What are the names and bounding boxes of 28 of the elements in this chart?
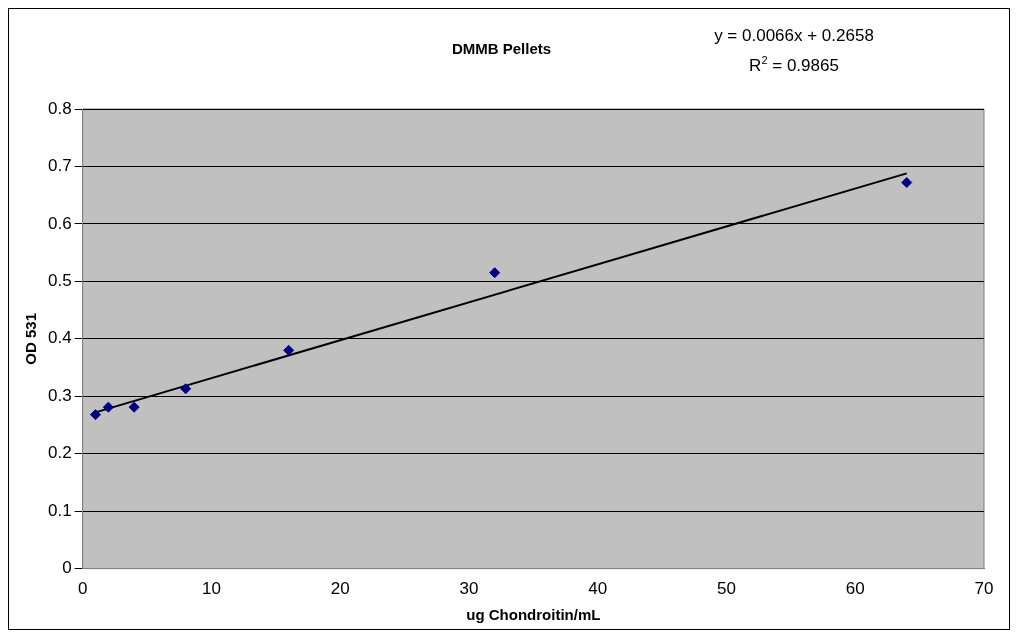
x-tick-label: 40 <box>588 579 608 599</box>
y-tick-label: 0.2 <box>47 443 72 463</box>
y-tick-label: 0.7 <box>47 156 72 176</box>
point <box>489 267 501 279</box>
point <box>283 344 295 356</box>
x-tick-label: 50 <box>717 579 736 599</box>
x-tick-label: 60 <box>845 579 865 599</box>
point <box>901 177 913 189</box>
point <box>90 409 102 421</box>
y-tick-label: 0.5 <box>47 271 72 291</box>
y-tick-label: 0.1 <box>47 500 72 520</box>
x-tick-label: 70 <box>974 579 994 599</box>
text: y = 0.0066x + 0.2658 <box>714 26 874 45</box>
x-tick-label: 20 <box>330 579 350 599</box>
y-tick-label: 0.6 <box>47 213 72 233</box>
y-tick-label: 0.4 <box>47 328 72 348</box>
point <box>102 401 114 413</box>
point <box>128 401 140 413</box>
x-tick-label: 30 <box>459 579 479 599</box>
chart-title: DMMB Pellets <box>451 40 552 58</box>
y-tick-label: 0 <box>62 558 72 578</box>
x-axis-title: ug Chondroitin/mL <box>466 606 601 624</box>
x-tick-label: 0 <box>77 579 88 599</box>
y-axis-title: OD 531 <box>22 312 40 365</box>
point <box>180 383 192 395</box>
x-tick-label: 10 <box>201 579 221 599</box>
y-tick-label: 0.8 <box>47 98 72 118</box>
y-tick-label: 0.3 <box>47 385 72 405</box>
